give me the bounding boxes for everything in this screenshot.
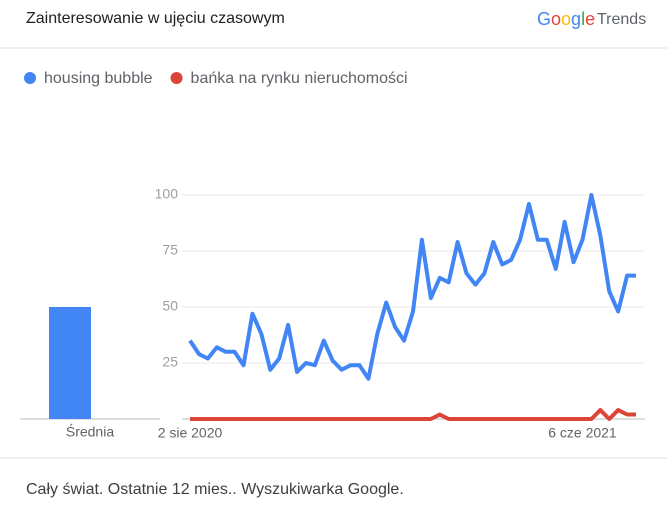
legend-label: housing bubble: [44, 70, 153, 87]
x-tick-label: 6 cze 2021: [548, 425, 617, 441]
y-tick-label: 75: [162, 242, 178, 258]
series-line: [188, 193, 636, 381]
series-line: [190, 408, 636, 421]
legend-marker: [170, 72, 183, 84]
average-bar: [49, 307, 91, 419]
brand-logo: Google: [537, 9, 595, 29]
legend-label: bańka na rynku nieruchomości: [191, 70, 408, 87]
header-title: Zainteresowanie w ujęciu czasowym: [26, 10, 285, 27]
x-tick-label: 2 sie 2020: [158, 425, 223, 441]
y-tick-label: 25: [162, 354, 178, 370]
footer-text: Cały świat. Ostatnie 12 mies.. Wyszukiwa…: [26, 481, 404, 498]
y-tick-label: 100: [155, 186, 179, 202]
average-label: Średnia: [66, 423, 114, 440]
brand-suffix: Trends: [597, 11, 646, 28]
legend-marker: [24, 72, 36, 84]
y-tick-label: 50: [162, 298, 178, 314]
